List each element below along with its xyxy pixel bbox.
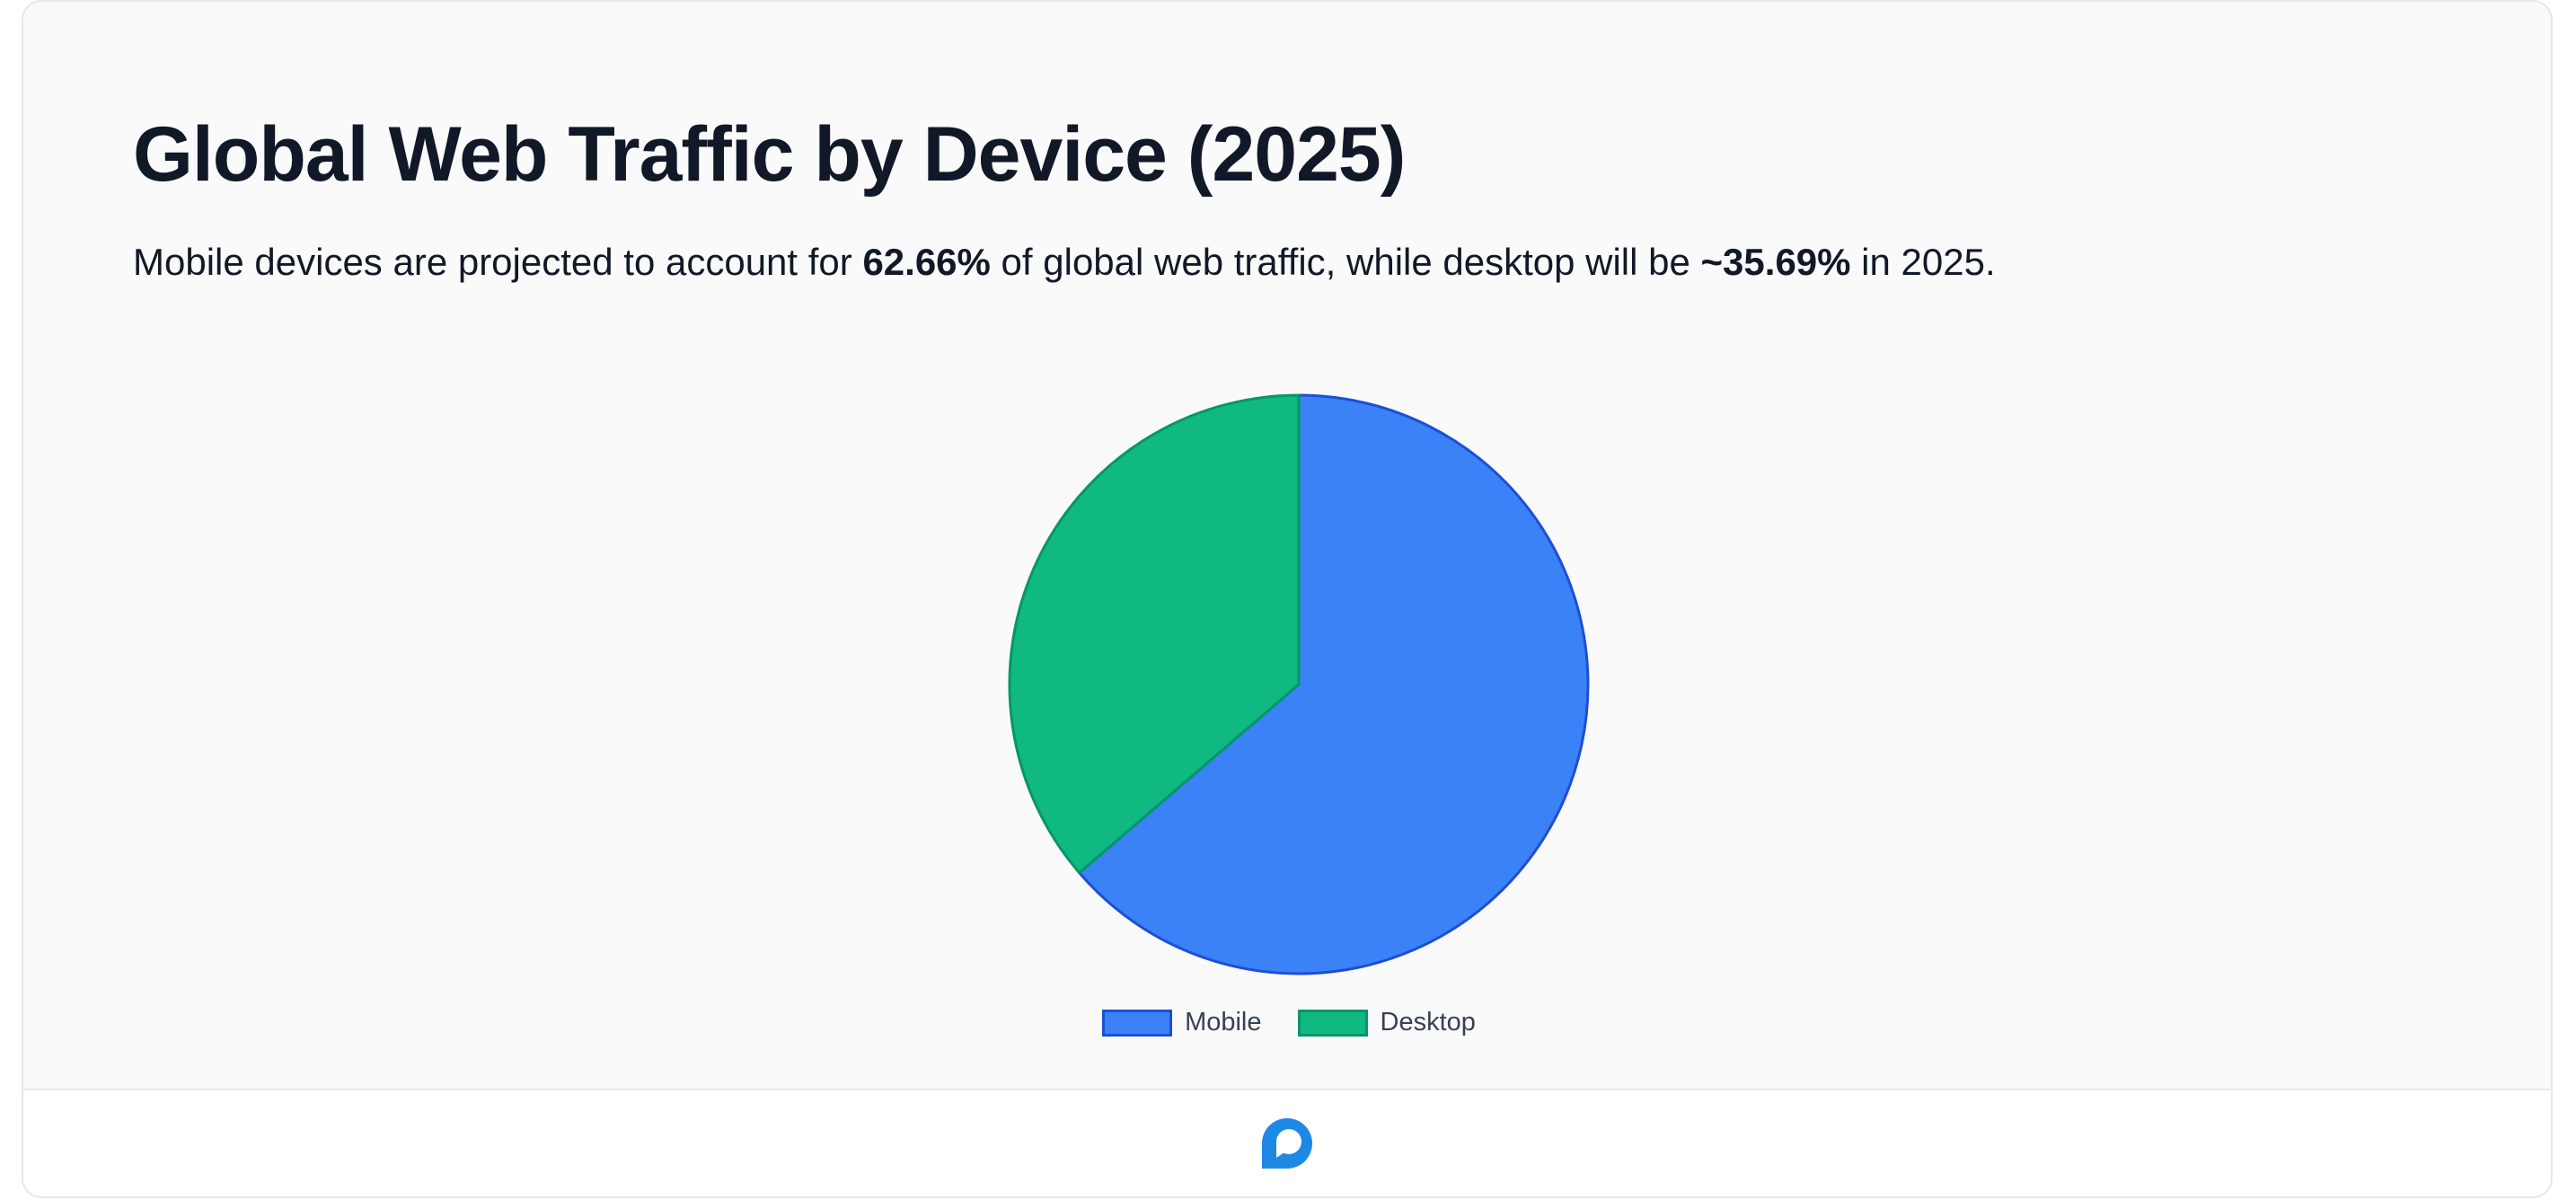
chart-card: Global Web Traffic by Device (2025) Mobi… bbox=[22, 0, 2553, 1198]
legend-swatch-desktop bbox=[1297, 1009, 1368, 1037]
legend-label-desktop: Desktop bbox=[1380, 1008, 1476, 1037]
pie-slice-mobile[interactable] bbox=[1078, 393, 1590, 975]
subtitle-text-2: of global web traffic, while desktop wil… bbox=[990, 241, 1701, 283]
legend-swatch-mobile bbox=[1102, 1009, 1173, 1037]
pie-chart bbox=[1008, 393, 1590, 975]
legend-item-mobile[interactable]: Mobile bbox=[1102, 1008, 1262, 1037]
chart-legend: Mobile Desktop bbox=[23, 1008, 2551, 1037]
chart-subtitle: Mobile devices are projected to account … bbox=[133, 237, 1996, 287]
pie-slice-desktop[interactable] bbox=[1008, 393, 1301, 875]
logo-inner-circle bbox=[1276, 1129, 1301, 1154]
subtitle-text-1: Mobile devices are projected to account … bbox=[133, 241, 863, 283]
desktop-percentage: ~35.69% bbox=[1700, 241, 1851, 283]
footer bbox=[23, 1089, 2551, 1196]
legend-item-desktop[interactable]: Desktop bbox=[1297, 1008, 1476, 1037]
subtitle-text-3: in 2025. bbox=[1850, 241, 1996, 283]
mobile-percentage: 62.66% bbox=[862, 241, 991, 283]
logo-inner-tail bbox=[1276, 1142, 1284, 1158]
page-title: Global Web Traffic by Device (2025) bbox=[133, 111, 1406, 198]
chart-content: Global Web Traffic by Device (2025) Mobi… bbox=[23, 2, 2551, 1092]
legend-label-mobile: Mobile bbox=[1185, 1008, 1262, 1037]
chat-bubble-logo-icon[interactable] bbox=[1259, 1116, 1315, 1171]
